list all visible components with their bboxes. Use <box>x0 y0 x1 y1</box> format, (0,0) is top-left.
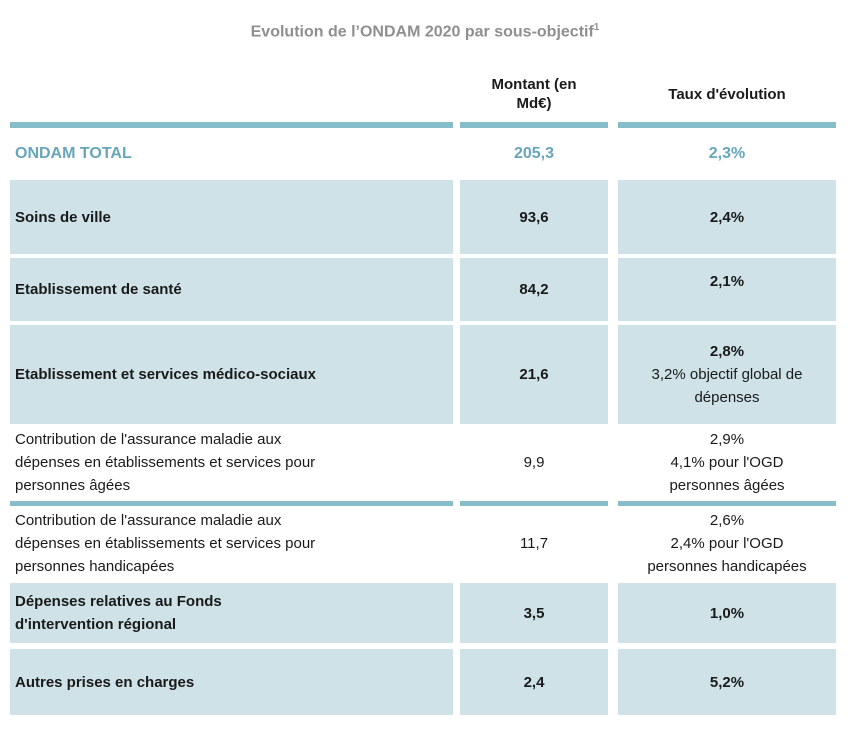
table-row: Contribution de l'assurance maladie aux … <box>10 424 836 501</box>
row-taux-note: 3,2% objectif global de dépenses <box>651 366 803 406</box>
row-montant: 11,7 <box>519 534 549 552</box>
row-montant: 84,2 <box>460 258 608 321</box>
table-row: Contribution de l'assurance maladie aux … <box>10 506 836 580</box>
row-taux: 1,0% <box>709 604 745 622</box>
row-label: Autres prises en charges <box>10 649 453 715</box>
table-row: Etablissement et services médico-sociaux… <box>10 325 836 424</box>
row-label: Dépenses relatives au Fonds d'interventi… <box>10 583 453 643</box>
title-footnote-marker: 1 <box>593 22 600 33</box>
separator-rule-taux-segment <box>618 501 836 506</box>
separator-rule-label-segment <box>10 501 453 506</box>
separator-rule <box>10 501 836 506</box>
header-rule-label-segment <box>10 122 453 128</box>
row-taux: 5,2% <box>709 673 745 691</box>
row-label: Soins de ville <box>10 180 453 254</box>
row-taux: 2,8% <box>709 343 745 360</box>
row-label: Etablissement et services médico-sociaux <box>10 325 453 424</box>
row-taux: 2,6% 2,4% pour l'OGD personnes handicapé… <box>647 511 807 575</box>
table-rows: Soins de ville 93,6 2,4% Etablissement d… <box>10 180 836 715</box>
header-montant: Montant (en Md€) <box>491 76 577 112</box>
table-row: Etablissement de santé 84,2 2,1% <box>10 258 836 321</box>
header-spacer <box>10 70 453 118</box>
row-montant: 93,6 <box>460 180 608 254</box>
row-label: Contribution de l'assurance maladie aux … <box>15 511 316 575</box>
separator-rule-montant-segment <box>460 501 608 506</box>
row-taux-cell: 1,0% <box>618 583 836 643</box>
row-montant: 21,6 <box>460 325 608 424</box>
total-label: ONDAM TOTAL <box>15 145 132 162</box>
header-rule-montant-segment <box>460 122 608 128</box>
total-montant-value: 205,3 <box>513 145 555 162</box>
row-taux-cell: 5,2% <box>618 649 836 715</box>
table-row: Soins de ville 93,6 2,4% <box>10 180 836 254</box>
row-montant: 3,5 <box>460 583 608 643</box>
header-taux: Taux d'évolution <box>668 85 786 103</box>
row-taux: 2,1% <box>709 273 745 290</box>
total-taux-value: 2,3% <box>708 145 746 162</box>
row-montant: 9,9 <box>523 454 545 471</box>
table-header-row: Montant (en Md€) Taux d'évolution <box>10 70 836 118</box>
row-label: Etablissement de santé <box>10 258 453 321</box>
ondam-total-row: ONDAM TOTAL 205,3 2,3% <box>10 128 836 180</box>
row-taux-cell: 2,8% 3,2% objectif global de dépenses <box>618 325 836 424</box>
page-title: Evolution de l’ONDAM 2020 par sous-objec… <box>0 22 850 46</box>
row-taux-cell: 2,4% <box>618 180 836 254</box>
header-rule-taux-segment <box>618 122 836 128</box>
row-taux: 2,4% <box>709 208 745 226</box>
ondam-table: Montant (en Md€) Taux d'évolution ONDAM … <box>10 70 836 715</box>
row-montant: 2,4 <box>460 649 608 715</box>
table-row: Autres prises en charges 2,4 5,2% <box>10 649 836 715</box>
row-label: Contribution de l'assurance maladie aux … <box>15 431 316 494</box>
row-taux-cell: 2,6% 2,4% pour l'OGD personnes handicapé… <box>618 506 836 580</box>
page-title-text: Evolution de l’ONDAM 2020 par sous-objec… <box>250 23 594 41</box>
row-taux: 2,9% 4,1% pour l'OGD personnes âgées <box>669 431 785 494</box>
row-taux-cell: 2,9% 4,1% pour l'OGD personnes âgées <box>618 424 836 501</box>
row-taux-cell: 2,1% <box>618 258 836 321</box>
table-row: Dépenses relatives au Fonds d'interventi… <box>10 583 836 643</box>
header-rule <box>10 122 836 128</box>
